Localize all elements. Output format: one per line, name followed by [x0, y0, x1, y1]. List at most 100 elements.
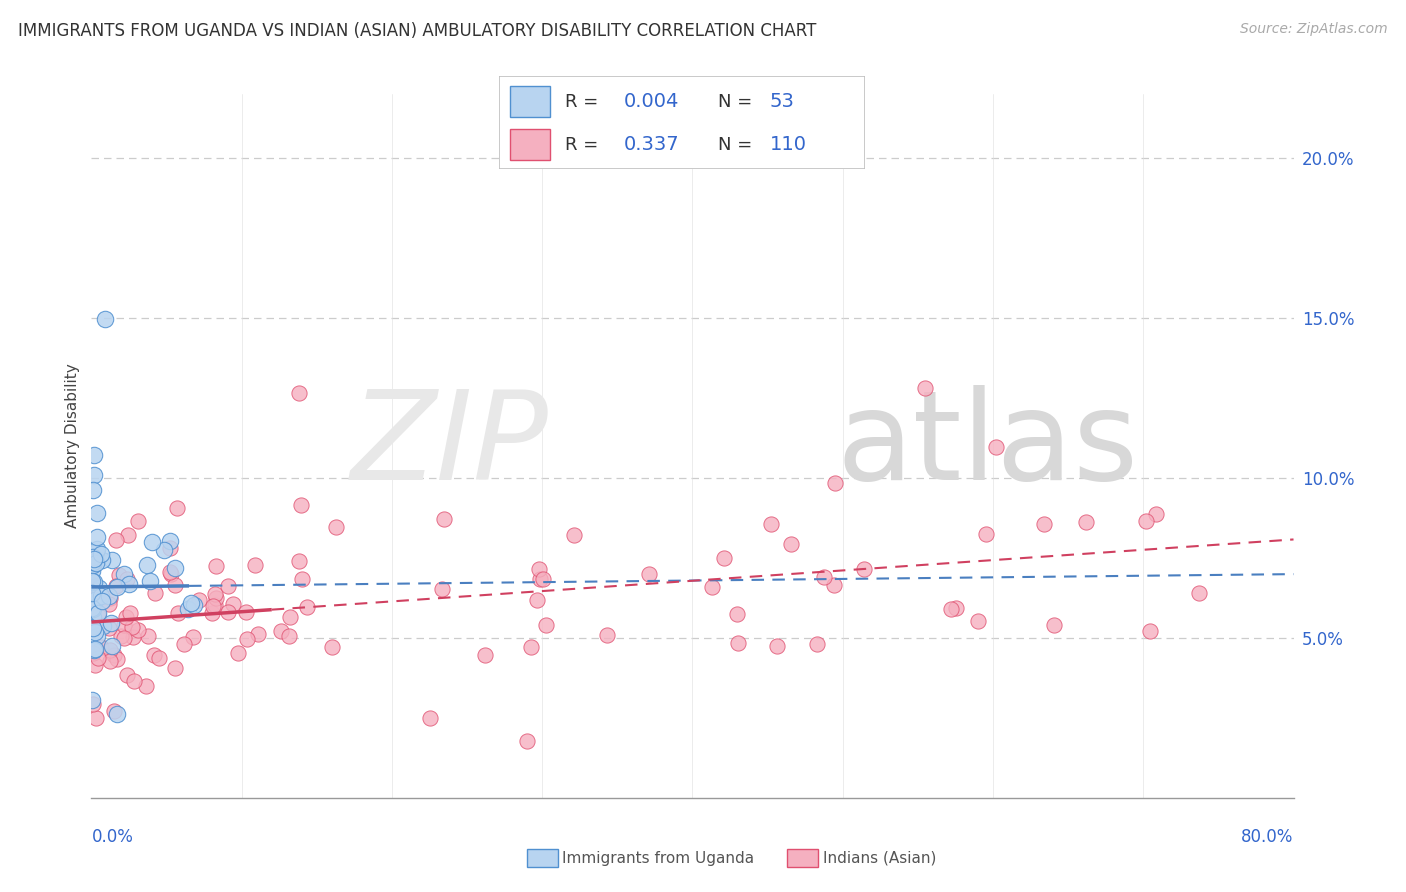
Point — [100, 640, 122, 654]
Point — [91, 594, 114, 608]
Point — [939, 602, 962, 616]
Point — [127, 623, 149, 637]
Point — [806, 637, 828, 651]
Point — [181, 630, 204, 644]
Point — [105, 651, 128, 665]
Point — [177, 602, 200, 616]
Point — [105, 579, 128, 593]
Point — [80, 565, 103, 579]
Point — [105, 580, 128, 594]
Point — [780, 537, 803, 551]
Point — [103, 648, 125, 662]
Point — [82, 558, 104, 572]
Point — [115, 572, 138, 586]
Point — [105, 707, 128, 722]
Point — [103, 704, 125, 718]
Point — [93, 619, 115, 633]
Point — [122, 631, 145, 645]
Point — [1076, 515, 1098, 529]
Point — [914, 381, 936, 395]
Point — [637, 567, 659, 582]
Point — [325, 520, 347, 534]
Point — [1188, 586, 1211, 600]
Text: R =: R = — [565, 136, 598, 153]
Point — [90, 589, 112, 603]
Point — [84, 545, 107, 559]
Point — [205, 591, 228, 605]
Point — [976, 527, 998, 541]
Point — [1135, 514, 1157, 528]
Point — [163, 661, 186, 675]
Point — [135, 679, 157, 693]
Point — [118, 607, 141, 621]
Point — [94, 312, 117, 326]
Point — [183, 598, 205, 612]
Point — [562, 528, 585, 542]
Point — [236, 632, 259, 646]
Point — [204, 587, 226, 601]
Point — [101, 553, 124, 567]
Point — [82, 577, 104, 591]
Point — [86, 506, 108, 520]
Point — [90, 547, 112, 561]
Point — [159, 565, 181, 579]
Point — [115, 609, 138, 624]
Point — [536, 618, 558, 632]
Point — [823, 578, 845, 592]
Point — [527, 562, 550, 576]
Text: Immigrants from Uganda: Immigrants from Uganda — [562, 851, 755, 865]
Text: IMMIGRANTS FROM UGANDA VS INDIAN (ASIAN) AMBULATORY DISABILITY CORRELATION CHART: IMMIGRANTS FROM UGANDA VS INDIAN (ASIAN)… — [18, 22, 817, 40]
Point — [98, 597, 121, 611]
Point — [163, 578, 186, 592]
Point — [270, 624, 292, 638]
Point — [82, 601, 104, 615]
Point — [166, 500, 188, 515]
Point — [945, 600, 967, 615]
Point — [83, 642, 105, 657]
Point — [290, 498, 312, 512]
Point — [117, 667, 139, 681]
Point — [112, 617, 135, 632]
Text: R =: R = — [565, 93, 598, 111]
Point — [83, 552, 105, 566]
Point — [117, 528, 139, 542]
Point — [148, 651, 170, 665]
Point — [700, 580, 723, 594]
Point — [824, 475, 846, 490]
Point — [82, 549, 104, 564]
Point — [204, 598, 226, 612]
Text: 0.004: 0.004 — [623, 92, 679, 112]
Point — [520, 640, 543, 655]
Point — [86, 650, 108, 665]
Point — [143, 648, 166, 662]
Point — [83, 657, 105, 672]
Point — [245, 558, 267, 572]
Point — [295, 600, 318, 615]
Point — [86, 629, 108, 643]
Point — [217, 606, 239, 620]
FancyBboxPatch shape — [499, 76, 865, 169]
Point — [187, 593, 209, 607]
Point — [278, 609, 301, 624]
Point — [145, 586, 167, 600]
Point — [180, 596, 202, 610]
Text: atlas: atlas — [837, 385, 1139, 507]
Text: Source: ZipAtlas.com: Source: ZipAtlas.com — [1240, 22, 1388, 37]
Point — [291, 573, 314, 587]
Point — [163, 561, 186, 575]
Point — [136, 558, 159, 573]
Text: N =: N = — [718, 93, 752, 111]
Point — [160, 566, 183, 581]
Y-axis label: Ambulatory Disability: Ambulatory Disability — [65, 364, 80, 528]
Point — [713, 551, 735, 566]
Point — [100, 615, 122, 630]
Point — [110, 629, 132, 643]
Point — [986, 441, 1008, 455]
Point — [595, 628, 617, 642]
Point — [122, 674, 145, 689]
Text: 53: 53 — [769, 92, 794, 112]
Point — [725, 607, 748, 621]
Point — [98, 589, 121, 603]
Point — [84, 557, 107, 571]
Point — [529, 572, 551, 586]
